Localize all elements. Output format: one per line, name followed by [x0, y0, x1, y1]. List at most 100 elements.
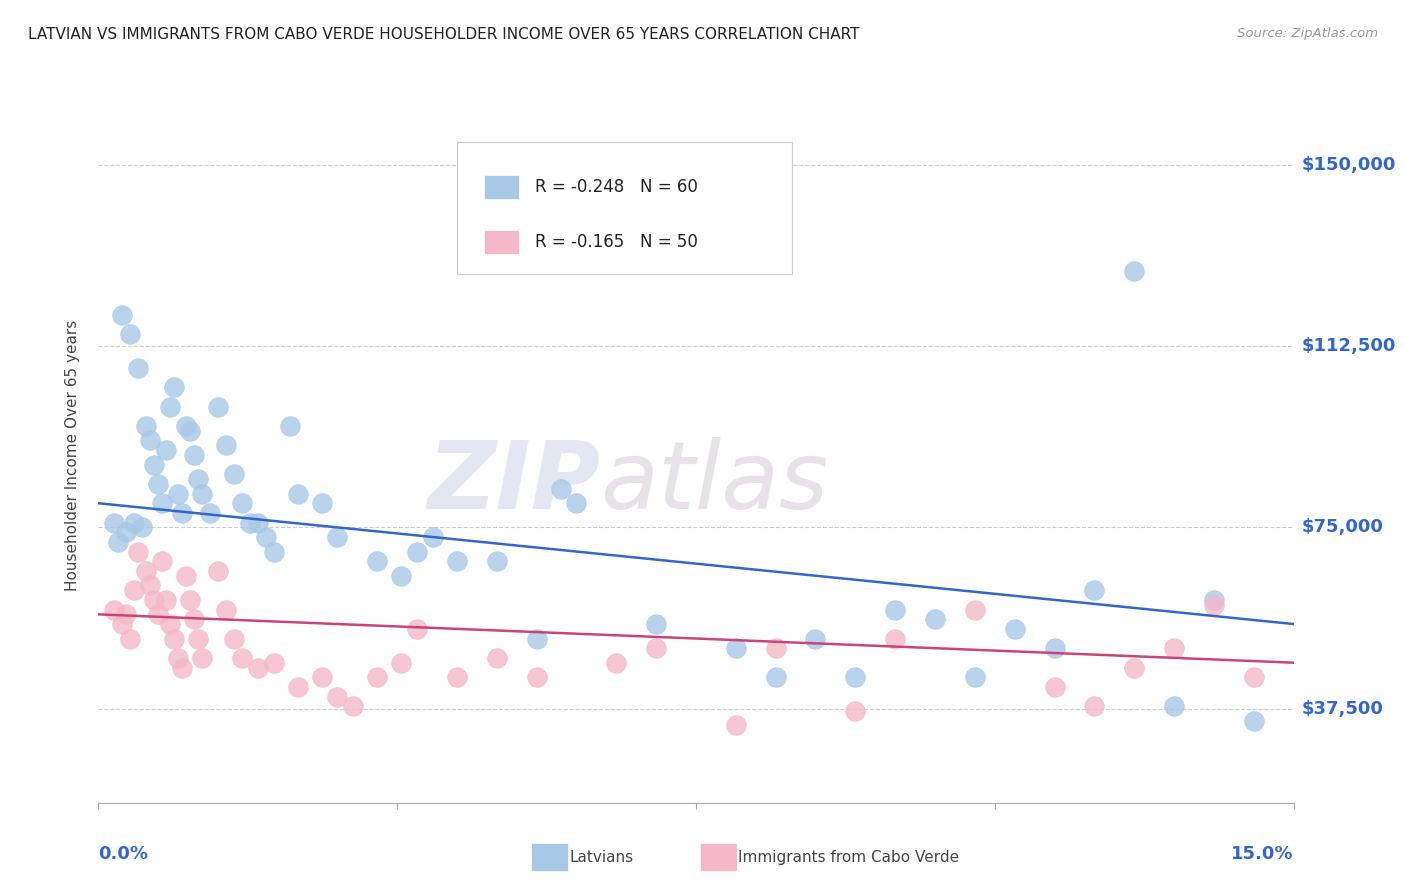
- Point: [1004, 622, 1026, 636]
- Point: [254, 530, 277, 544]
- Point: [207, 400, 229, 414]
- Point: [765, 670, 787, 684]
- Point: [187, 632, 209, 646]
- Text: Latvians: Latvians: [569, 850, 634, 864]
- Point: [1163, 641, 1185, 656]
- Point: [159, 400, 181, 414]
- FancyBboxPatch shape: [485, 175, 519, 199]
- Point: [724, 641, 747, 656]
- Point: [446, 554, 468, 568]
- Text: $112,500: $112,500: [1302, 337, 1396, 355]
- Point: [115, 525, 138, 540]
- Point: [150, 496, 173, 510]
- Point: [222, 632, 245, 646]
- Point: [174, 568, 197, 582]
- Text: ZIP: ZIP: [427, 437, 600, 529]
- Point: [179, 424, 201, 438]
- Point: [174, 419, 197, 434]
- Y-axis label: Householder Income Over 65 years: Householder Income Over 65 years: [65, 319, 80, 591]
- Point: [167, 651, 190, 665]
- Point: [103, 516, 125, 530]
- Point: [485, 554, 508, 568]
- Point: [326, 530, 349, 544]
- Point: [287, 486, 309, 500]
- Text: LATVIAN VS IMMIGRANTS FROM CABO VERDE HOUSEHOLDER INCOME OVER 65 YEARS CORRELATI: LATVIAN VS IMMIGRANTS FROM CABO VERDE HO…: [28, 27, 859, 42]
- FancyBboxPatch shape: [457, 142, 792, 274]
- Point: [150, 554, 173, 568]
- Point: [406, 622, 429, 636]
- Point: [163, 632, 186, 646]
- Point: [550, 482, 572, 496]
- Point: [120, 632, 142, 646]
- Point: [215, 602, 238, 616]
- Point: [207, 564, 229, 578]
- Point: [167, 486, 190, 500]
- Text: $37,500: $37,500: [1302, 699, 1384, 717]
- Point: [366, 670, 388, 684]
- Text: $75,000: $75,000: [1302, 518, 1384, 536]
- Point: [924, 612, 946, 626]
- Point: [278, 419, 301, 434]
- Point: [1123, 660, 1146, 674]
- Point: [1123, 264, 1146, 278]
- Point: [844, 704, 866, 718]
- Text: $150,000: $150,000: [1302, 156, 1396, 174]
- Point: [191, 486, 214, 500]
- Point: [326, 690, 349, 704]
- Point: [342, 699, 364, 714]
- Point: [884, 632, 907, 646]
- Point: [163, 380, 186, 394]
- Point: [111, 617, 134, 632]
- Point: [155, 443, 177, 458]
- Point: [187, 472, 209, 486]
- Point: [963, 602, 986, 616]
- Point: [1043, 641, 1066, 656]
- Point: [231, 496, 253, 510]
- Point: [139, 578, 162, 592]
- Point: [311, 670, 333, 684]
- Point: [148, 476, 170, 491]
- Text: atlas: atlas: [600, 437, 828, 528]
- Point: [120, 327, 142, 342]
- Point: [239, 516, 262, 530]
- Point: [155, 592, 177, 607]
- Point: [565, 496, 588, 510]
- Point: [1043, 680, 1066, 694]
- Point: [287, 680, 309, 694]
- Point: [159, 617, 181, 632]
- Point: [135, 564, 157, 578]
- Point: [724, 718, 747, 732]
- Point: [1243, 670, 1265, 684]
- Point: [139, 434, 162, 448]
- Point: [183, 612, 205, 626]
- Text: R = -0.248   N = 60: R = -0.248 N = 60: [534, 178, 697, 195]
- Point: [884, 602, 907, 616]
- Point: [263, 544, 285, 558]
- Point: [963, 670, 986, 684]
- Point: [389, 568, 412, 582]
- Point: [526, 670, 548, 684]
- Point: [179, 592, 201, 607]
- Point: [127, 361, 149, 376]
- Point: [124, 583, 146, 598]
- Point: [485, 651, 508, 665]
- Point: [107, 534, 129, 549]
- Point: [222, 467, 245, 482]
- Point: [115, 607, 138, 622]
- Point: [263, 656, 285, 670]
- Point: [844, 670, 866, 684]
- Point: [605, 656, 627, 670]
- Point: [231, 651, 253, 665]
- Point: [143, 592, 166, 607]
- Text: Source: ZipAtlas.com: Source: ZipAtlas.com: [1237, 27, 1378, 40]
- Point: [135, 419, 157, 434]
- Point: [645, 617, 668, 632]
- Point: [765, 641, 787, 656]
- Point: [1083, 583, 1105, 598]
- Point: [1202, 598, 1225, 612]
- Text: R = -0.165   N = 50: R = -0.165 N = 50: [534, 234, 697, 252]
- Point: [148, 607, 170, 622]
- Point: [446, 670, 468, 684]
- Point: [389, 656, 412, 670]
- Point: [172, 660, 194, 674]
